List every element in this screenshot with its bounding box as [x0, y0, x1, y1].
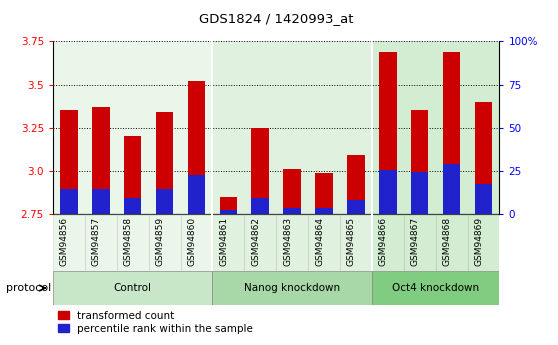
Bar — [340, 214, 372, 271]
Text: GSM94861: GSM94861 — [219, 217, 228, 266]
Text: Control: Control — [114, 283, 152, 293]
Bar — [411, 172, 429, 214]
Bar — [443, 164, 460, 214]
Bar — [475, 102, 492, 214]
Bar — [148, 214, 181, 271]
Bar — [213, 271, 372, 305]
Bar — [213, 41, 244, 214]
Bar — [92, 107, 109, 214]
Text: GSM94858: GSM94858 — [124, 217, 133, 266]
Bar — [148, 41, 181, 214]
Text: GSM94868: GSM94868 — [442, 217, 451, 266]
Bar — [53, 214, 85, 271]
Text: GSM94860: GSM94860 — [187, 217, 196, 266]
Bar — [372, 271, 499, 305]
Bar — [220, 210, 237, 214]
Bar — [252, 128, 269, 214]
Legend: transformed count, percentile rank within the sample: transformed count, percentile rank withi… — [58, 310, 253, 334]
Bar — [220, 197, 237, 214]
Bar — [60, 110, 78, 214]
Bar — [443, 52, 460, 214]
Bar — [181, 41, 213, 214]
Bar — [252, 197, 269, 214]
Bar — [308, 41, 340, 214]
Bar — [283, 169, 301, 214]
Bar — [411, 110, 429, 214]
Bar — [53, 271, 213, 305]
Text: GSM94863: GSM94863 — [283, 217, 292, 266]
Text: GSM94864: GSM94864 — [315, 217, 324, 266]
Bar — [468, 214, 499, 271]
Bar — [85, 41, 117, 214]
Bar — [379, 170, 397, 214]
Bar — [244, 41, 276, 214]
Text: GDS1824 / 1420993_at: GDS1824 / 1420993_at — [199, 12, 353, 25]
Bar — [340, 41, 372, 214]
Bar — [404, 214, 436, 271]
Bar — [436, 214, 468, 271]
Bar — [372, 41, 404, 214]
Text: Oct4 knockdown: Oct4 knockdown — [392, 283, 479, 293]
Bar — [276, 41, 308, 214]
Text: GSM94866: GSM94866 — [379, 217, 388, 266]
Bar — [372, 214, 404, 271]
Bar — [436, 41, 468, 214]
Bar — [283, 208, 301, 214]
Bar — [347, 200, 365, 214]
Bar — [181, 214, 213, 271]
Bar — [315, 208, 333, 214]
Bar — [379, 52, 397, 214]
Text: protocol: protocol — [6, 283, 51, 293]
Text: GSM94856: GSM94856 — [60, 217, 69, 266]
Bar — [213, 214, 244, 271]
Bar — [475, 184, 492, 214]
Text: GSM94857: GSM94857 — [92, 217, 101, 266]
Bar — [124, 136, 142, 214]
Text: Nanog knockdown: Nanog knockdown — [244, 283, 340, 293]
Text: GSM94862: GSM94862 — [251, 217, 260, 266]
Bar — [244, 214, 276, 271]
Bar — [315, 172, 333, 214]
Bar — [276, 214, 308, 271]
Bar — [187, 176, 205, 214]
Bar — [60, 189, 78, 214]
Bar — [117, 214, 148, 271]
Bar — [156, 189, 174, 214]
Bar — [187, 81, 205, 214]
Bar — [124, 197, 142, 214]
Bar — [156, 112, 174, 214]
Bar — [308, 214, 340, 271]
Bar — [117, 41, 148, 214]
Bar — [347, 155, 365, 214]
Text: GSM94865: GSM94865 — [347, 217, 356, 266]
Bar — [92, 189, 109, 214]
Text: GSM94869: GSM94869 — [474, 217, 483, 266]
Bar — [85, 214, 117, 271]
Bar — [404, 41, 436, 214]
Text: GSM94859: GSM94859 — [156, 217, 165, 266]
Bar — [53, 41, 85, 214]
Text: GSM94867: GSM94867 — [411, 217, 420, 266]
Bar — [468, 41, 499, 214]
